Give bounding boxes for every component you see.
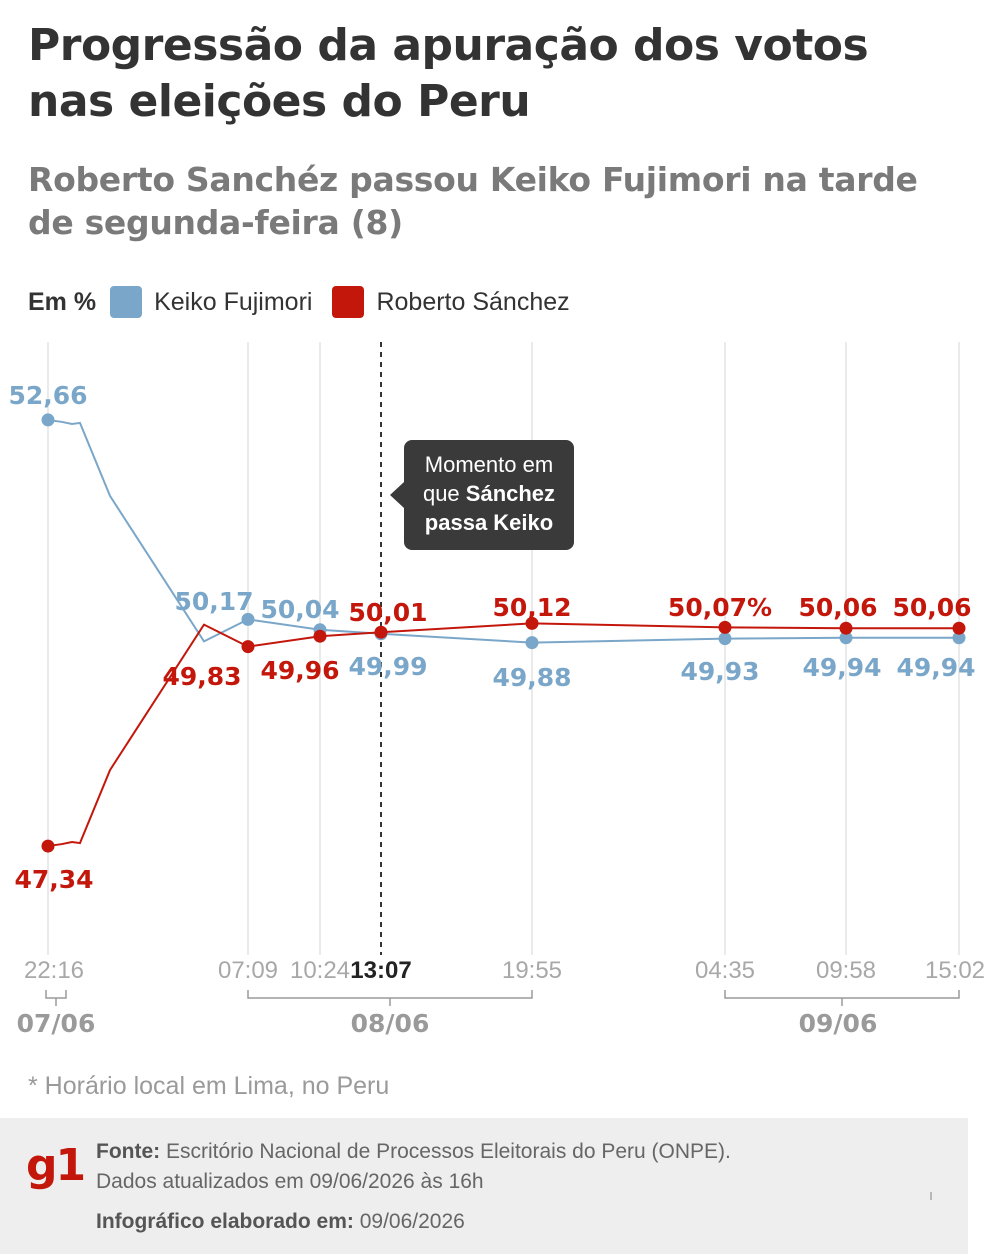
data-label-1-3: 50,01 [348, 598, 427, 627]
data-label-1-4: 50,12 [492, 593, 571, 622]
legend: Em % Keiko Fujimori Roberto Sánchez [28, 280, 590, 324]
chart-subtitle: Roberto Sanchéz passou Keiko Fujimori na… [28, 160, 918, 242]
footer-mark [930, 1192, 932, 1200]
legend-swatch-keiko [110, 286, 143, 318]
annotation-line1: Momento em [425, 452, 553, 477]
x-tick-label: 22:16 [24, 957, 84, 984]
x-tick-label: 13:07 [350, 957, 411, 984]
date-bracket [45, 990, 67, 999]
data-label-1-0: 47,34 [14, 865, 93, 894]
crossover-annotation: Momento em que Sánchez passa Keiko [390, 440, 574, 550]
footer-updated: Dados atualizados em 09/06/2026 às 16h [96, 1170, 484, 1193]
legend-label-keiko: Keiko Fujimori [154, 287, 313, 316]
footer-made-label: Infográfico elaborado em: [96, 1210, 354, 1233]
annotation-line3: passa Keiko [425, 510, 553, 535]
series-point-1-3 [374, 625, 388, 639]
data-label-1-6: 50,06 [798, 593, 877, 622]
annotation-line2-bold: Sánchez [466, 481, 555, 506]
series-point-0-4 [525, 636, 539, 650]
data-label-0-6: 49,94 [802, 653, 881, 682]
data-label-0-4: 49,88 [492, 663, 571, 692]
series-point-1-1 [241, 640, 255, 654]
series-point-1-5 [718, 620, 732, 634]
series-point-0-0 [41, 413, 55, 427]
chart-title: Progressão da apuração dos votos nas ele… [28, 20, 869, 127]
unit-label: Em % [28, 287, 97, 316]
footer-source-label: Fonte: [96, 1140, 161, 1163]
footnote: * Horário local em Lima, no Peru [28, 1072, 390, 1100]
legend-swatch-sanchez [332, 286, 365, 318]
footer-source-text: Escritório Nacional de Processos Eleitor… [160, 1140, 731, 1163]
annotation-line2: que Sánchez [423, 481, 555, 506]
x-tick-label: 07:09 [218, 957, 278, 984]
data-label-1-7: 50,06 [892, 593, 971, 622]
footer-made: Infográfico elaborado em: 09/06/2026 [96, 1210, 465, 1234]
series-point-0-5 [718, 632, 732, 646]
series-point-1-7 [952, 621, 966, 635]
date-group-label: 09/06 [799, 1009, 878, 1038]
footer: g1 Fonte: Escritório Nacional de Process… [0, 1118, 968, 1254]
x-tick-label: 19:55 [502, 957, 562, 984]
date-group-label: 08/06 [351, 1009, 430, 1038]
x-tick-label: 09:58 [816, 957, 876, 984]
date-bracket [247, 990, 533, 999]
line-chart: Momento em que Sánchez passa Keiko 52,66… [8, 342, 984, 1038]
legend-label-sanchez: Roberto Sánchez [376, 287, 570, 316]
series-point-1-6 [839, 621, 853, 635]
data-label-1-5: 50,07% [668, 593, 772, 622]
footer-source: Fonte: Escritório Nacional de Processos … [96, 1140, 731, 1164]
series-point-1-2 [313, 629, 327, 643]
data-label-0-3: 49,99 [348, 652, 427, 681]
date-bracket [724, 990, 960, 999]
x-tick-label: 15:02 [925, 957, 984, 984]
series-point-0-7 [952, 631, 966, 645]
x-tick-label: 04:35 [695, 957, 755, 984]
series-point-0-6 [839, 631, 853, 645]
series-point-1-0 [41, 839, 55, 853]
data-label-0-7: 49,94 [896, 653, 975, 682]
series-point-1-4 [525, 616, 539, 630]
data-label-1-1: 49,83 [162, 662, 241, 691]
data-label-0-2: 50,04 [260, 595, 339, 624]
footer-made-date: 09/06/2026 [353, 1210, 465, 1233]
x-tick-label: 10:24 [290, 957, 350, 984]
date-group-label: 07/06 [17, 1009, 96, 1038]
data-label-0-0: 52,66 [8, 381, 87, 410]
annotation-line2-prefix: que [423, 481, 466, 506]
data-label-0-5: 49,93 [680, 657, 759, 686]
data-label-1-2: 49,96 [260, 656, 339, 685]
data-label-0-1: 50,17 [174, 587, 253, 616]
g1-logo: g1 [26, 1140, 86, 1191]
series-point-0-1 [241, 612, 255, 626]
